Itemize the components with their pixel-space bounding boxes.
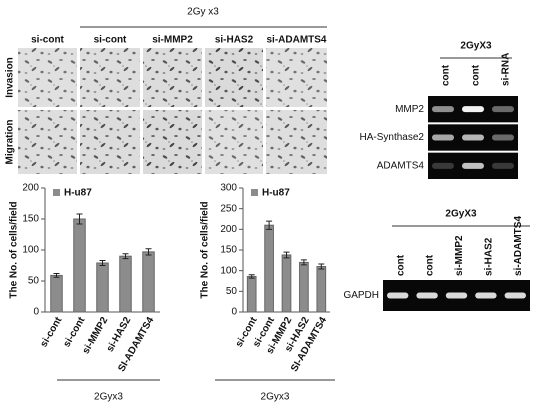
gel-band: [432, 134, 454, 141]
gel-band: [445, 292, 468, 299]
y-tick-label: 50: [28, 276, 40, 287]
y-tick-label: 250: [220, 203, 237, 214]
error-bar: [318, 263, 325, 270]
column-label: si-cont: [31, 35, 64, 46]
bar: [299, 261, 309, 313]
bar: [119, 255, 132, 313]
lane-label: si-HAS2: [484, 237, 495, 276]
error-bar: [283, 251, 290, 259]
bar: [281, 254, 292, 313]
y-tick-label: 100: [22, 245, 39, 256]
gel-band: [492, 134, 514, 141]
gel-group-label: 2GyX3: [460, 41, 492, 52]
group-label: 2Gy x3: [187, 7, 219, 18]
y-tick-label: 50: [226, 286, 238, 297]
micrograph: [266, 110, 327, 174]
y-tick-label: 150: [220, 245, 237, 256]
bar: [73, 218, 86, 313]
gel-row-label: ADAMTS4: [377, 160, 425, 171]
gel-band: [432, 106, 454, 113]
legend-swatch: [251, 189, 258, 196]
error-bar: [300, 259, 307, 266]
gel-row-label: GAPDH: [343, 290, 379, 301]
column-label: si-ADAMTS4: [266, 35, 326, 46]
error-bar: [145, 248, 152, 256]
lane-label: cont: [441, 64, 452, 86]
y-tick-label: 300: [220, 183, 237, 194]
gel-band: [462, 162, 484, 169]
micrograph: [18, 110, 77, 174]
gel-band: [492, 162, 514, 169]
gel-band: [387, 292, 409, 299]
error-bar: [53, 273, 60, 278]
lane-label: cont: [425, 254, 436, 276]
bar: [50, 274, 63, 313]
y-tick-label: 100: [220, 265, 237, 276]
x-group-label: 2Gyx3: [94, 392, 123, 403]
column-label: si-HAS2: [215, 35, 254, 46]
bar: [316, 266, 327, 313]
y-axis-label: The No. of cells/field: [200, 201, 211, 298]
gel-band: [475, 292, 497, 299]
y-tick-label: 150: [22, 214, 39, 225]
row-label: Migration: [5, 120, 16, 165]
gel-band: [492, 106, 514, 113]
y-tick-label: 200: [220, 224, 237, 235]
gel-row-label: HA-Synthase2: [360, 132, 425, 143]
gel-band: [462, 134, 484, 141]
y-tick-label: 200: [22, 183, 39, 194]
lane-label: si-ADAMTS4: [513, 216, 524, 276]
y-tick-label: 0: [231, 307, 237, 318]
error-bar: [122, 253, 129, 260]
gel-band: [504, 292, 526, 299]
x-group-label: 2Gyx3: [261, 392, 290, 403]
micrograph: [205, 110, 263, 174]
lane-label: si-RNA: [501, 53, 512, 86]
error-bar: [76, 213, 83, 225]
bar: [264, 224, 274, 313]
micrograph: [205, 48, 263, 107]
error-bar: [266, 220, 273, 230]
y-axis-label: The No. of cells/field: [9, 201, 20, 298]
micrograph: [80, 110, 140, 174]
gel-row-label: MMP2: [395, 104, 424, 115]
y-tick-label: 0: [33, 307, 39, 318]
error-bar: [248, 274, 255, 279]
column-label: si-cont: [94, 35, 127, 46]
micrograph: [143, 110, 202, 174]
row-label: Invasion: [5, 57, 16, 98]
column-label: si-MMP2: [152, 35, 193, 46]
lane-label: cont: [471, 64, 482, 86]
gel-band: [432, 162, 454, 169]
bar: [142, 251, 155, 313]
micrograph: [80, 48, 140, 107]
lane-label: si-MMP2: [454, 235, 465, 276]
legend-swatch: [53, 189, 60, 196]
error-bar: [99, 260, 106, 266]
micrograph: [18, 48, 77, 107]
bar: [246, 275, 257, 313]
gel-group-label: 2GyX3: [445, 209, 477, 220]
micrograph: [143, 48, 202, 107]
gel-band: [416, 292, 438, 299]
bar: [96, 262, 109, 313]
lane-label: cont: [395, 254, 406, 276]
legend-label: H-u87: [64, 188, 92, 199]
legend-label: H-u87: [262, 188, 290, 199]
gel-band: [462, 106, 484, 113]
micrograph: [266, 48, 327, 107]
